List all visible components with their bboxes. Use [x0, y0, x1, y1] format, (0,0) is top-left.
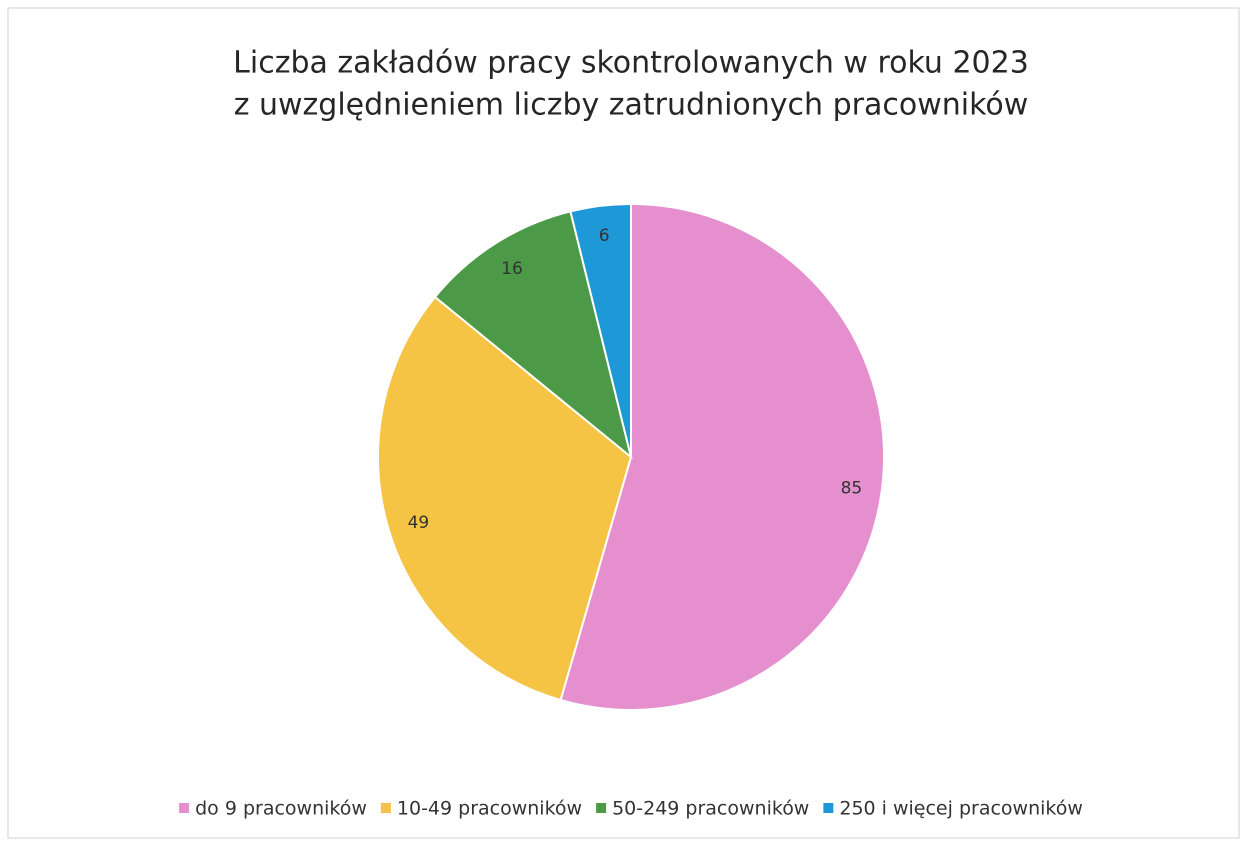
- pie-slice: [559, 202, 885, 711]
- legend-label: 250 i więcej pracowników: [839, 798, 1083, 820]
- pie-slice: [377, 295, 633, 702]
- data-label: 49: [408, 513, 430, 533]
- legend-label: do 9 pracowników: [195, 798, 367, 820]
- legend-swatch: [596, 803, 607, 813]
- data-label: 85: [841, 478, 863, 498]
- legend-label: 50-249 pracowników: [612, 798, 809, 820]
- data-label: 16: [501, 259, 523, 279]
- legend-swatch: [179, 803, 190, 813]
- chart-title: Liczba zakładów pracy skontrolowanych w …: [233, 46, 1029, 81]
- legend-label: 10-49 pracowników: [397, 798, 582, 820]
- legend-swatch: [380, 803, 391, 813]
- pie-slice: [569, 202, 632, 458]
- chart-title: z uwzględnieniem liczby zatrudnionych pr…: [234, 88, 1029, 123]
- legend-swatch: [823, 803, 834, 813]
- data-label: 6: [599, 226, 610, 246]
- pie-slice: [433, 210, 633, 460]
